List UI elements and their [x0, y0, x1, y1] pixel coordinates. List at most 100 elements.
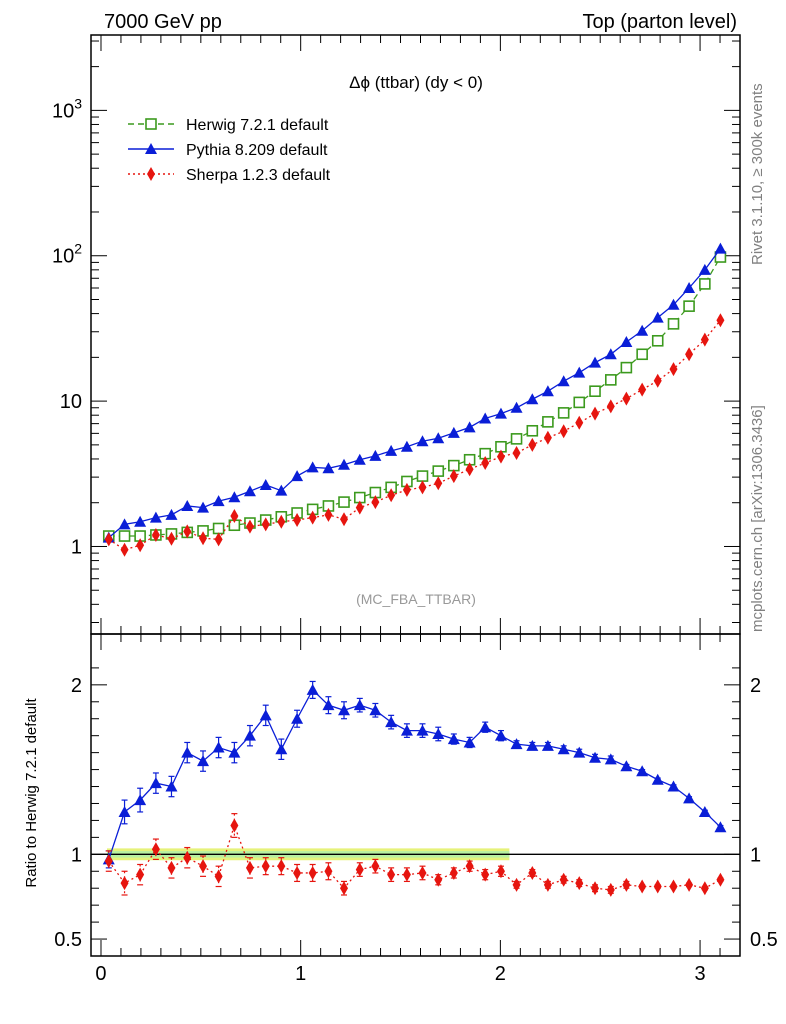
ratio-point — [526, 739, 539, 751]
ratio-point — [199, 859, 208, 874]
data-point — [136, 538, 145, 553]
data-point — [699, 278, 711, 290]
data-point — [698, 263, 711, 275]
ratio-point — [685, 877, 694, 892]
data-point — [557, 407, 570, 419]
data-point — [402, 482, 411, 497]
ratio-point — [698, 805, 711, 817]
data-point — [620, 361, 633, 374]
ratio-point — [528, 865, 537, 880]
data-point — [338, 458, 351, 470]
data-point — [667, 318, 680, 330]
ratio-point — [447, 733, 460, 745]
ratio-point — [716, 872, 725, 887]
legend-item: Herwig 7.2.1 default — [128, 117, 329, 134]
ratio-point — [167, 860, 176, 875]
legend-label: Sherpa 1.2.3 default — [186, 167, 331, 184]
data-point — [197, 501, 210, 513]
legend-label: Pythia 8.209 default — [186, 142, 328, 159]
ratio-point — [683, 792, 696, 804]
ratio-point — [306, 683, 319, 695]
legend-item: Pythia 8.209 default — [128, 142, 328, 159]
ratio-point — [620, 760, 633, 772]
data-point — [212, 495, 225, 507]
ratio-point — [308, 865, 317, 880]
main-panel: 1 10 102 103 Δϕ (ttbar) (dy < 0) (MC_FBA_TT… — [52, 34, 741, 635]
ratio-point — [638, 879, 647, 894]
ratio-point — [667, 780, 680, 792]
data-point — [494, 407, 507, 419]
y-tick-label: 1 — [71, 844, 82, 866]
main-data-series — [102, 242, 727, 557]
data-point — [181, 499, 194, 511]
ratio-line — [108, 823, 721, 891]
data-point — [541, 385, 554, 397]
data-point — [496, 449, 505, 464]
data-point — [214, 532, 223, 547]
ratio-point — [385, 716, 398, 728]
data-point — [481, 456, 490, 471]
y-tick-label: 10 — [60, 391, 82, 413]
ratio-point — [214, 869, 223, 884]
y-tick-label: 1 — [71, 536, 82, 558]
ratio-point — [120, 876, 129, 891]
data-point — [465, 462, 474, 477]
ratio-point — [353, 699, 366, 711]
ratio-point — [134, 794, 147, 806]
data-point — [183, 524, 192, 539]
ratio-point — [212, 741, 225, 753]
data-point — [369, 449, 382, 461]
ratio-point — [651, 773, 664, 785]
energy-label: 7000 GeV pp — [104, 11, 222, 33]
ratio-point — [434, 872, 443, 887]
legend-item: Sherpa 1.2.3 default — [128, 167, 331, 184]
data-point — [573, 366, 586, 378]
ratio-point — [291, 712, 304, 724]
data-point — [683, 300, 695, 312]
data-point — [199, 531, 208, 546]
legend-label: Herwig 7.2.1 default — [186, 117, 329, 134]
data-point — [685, 347, 694, 362]
ratio-point — [165, 780, 178, 792]
data-point — [418, 480, 427, 495]
ratio-point — [181, 746, 194, 758]
ratio-point — [183, 850, 192, 865]
ratio-point — [604, 753, 617, 765]
data-point — [245, 519, 254, 534]
ratio-point — [293, 865, 302, 880]
data-point — [589, 356, 602, 368]
ratio-point — [151, 842, 160, 857]
ratio-point — [714, 821, 727, 833]
data-point — [606, 399, 615, 414]
data-point — [353, 453, 366, 465]
ratio-point — [261, 859, 270, 874]
data-point — [277, 514, 286, 529]
ratio-axis-label: Ratio to Herwig 7.2.1 default — [23, 698, 40, 888]
data-point — [526, 393, 539, 405]
data-point — [212, 522, 225, 535]
series-line — [108, 248, 721, 539]
data-point — [651, 334, 664, 347]
ratio-series-pythia — [102, 680, 727, 869]
y-tick-label: 2 — [71, 675, 82, 697]
data-point — [716, 313, 725, 328]
data-point — [573, 396, 586, 409]
data-point — [355, 500, 364, 515]
ratio-point — [136, 867, 145, 882]
ratio-point — [402, 867, 411, 882]
data-point — [338, 496, 350, 508]
x-tick-label: 0 — [95, 963, 106, 985]
data-point — [118, 518, 131, 530]
series-herwig — [102, 251, 727, 542]
ratio-reference-band — [91, 848, 740, 861]
ratio-point — [622, 877, 631, 892]
data-point — [512, 445, 521, 460]
data-point — [510, 401, 523, 413]
y-tick-label-right: 2 — [750, 675, 761, 697]
data-point — [104, 532, 113, 547]
ratio-point — [340, 881, 349, 896]
data-point — [243, 485, 256, 497]
x-tick-label: 1 — [295, 963, 306, 985]
y-tick-label-right: 1 — [750, 844, 761, 866]
ratio-point — [338, 704, 351, 716]
